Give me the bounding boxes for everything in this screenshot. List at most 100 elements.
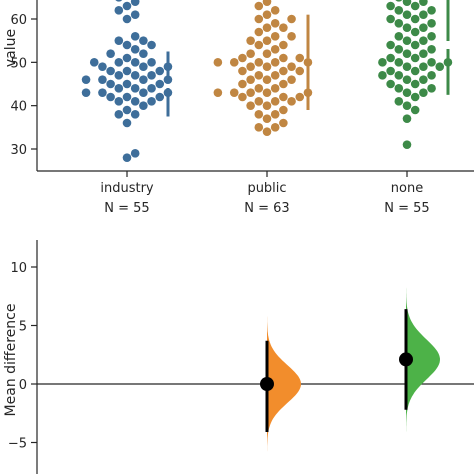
swarm-point <box>122 1 132 11</box>
swarm-point <box>402 0 412 6</box>
mean-diff-point <box>399 352 413 367</box>
swarm-point <box>147 97 156 106</box>
swarm-point <box>122 53 132 63</box>
bottom-y-tick-label: 0 <box>19 378 27 393</box>
swarm-point <box>238 66 247 76</box>
swarm-point <box>130 45 140 54</box>
swarm-point <box>295 92 305 102</box>
swarm-point <box>122 92 132 102</box>
bootstrap-distribution <box>406 283 440 435</box>
swarm-point <box>130 149 140 158</box>
swarm-point <box>139 62 148 71</box>
swarm-point <box>89 58 99 67</box>
swarm-point <box>419 0 428 6</box>
swarm-point <box>427 19 436 28</box>
swarm-point <box>122 66 132 76</box>
swarm-point <box>139 75 148 84</box>
swarm-point <box>270 110 280 119</box>
swarm-point <box>114 6 124 15</box>
swarm-point <box>262 36 272 45</box>
swarm-point <box>130 32 140 41</box>
swarm-point <box>270 32 280 41</box>
swarm-point <box>410 1 420 11</box>
swarm-point <box>122 153 132 162</box>
swarm-point <box>262 10 272 19</box>
swarm-point <box>394 32 404 41</box>
swarm-point <box>427 71 436 80</box>
bottom-y-axis-label: Mean difference <box>3 304 19 417</box>
swarm-point <box>295 66 305 76</box>
category-n-label: N = 63 <box>244 201 289 216</box>
swarm-point <box>394 71 404 80</box>
swarm-point <box>410 40 420 50</box>
swarm-point <box>402 49 412 58</box>
swarm-point <box>419 49 428 58</box>
swarm-point <box>386 79 395 89</box>
swarm-point <box>270 97 280 106</box>
swarm-point <box>287 14 296 24</box>
swarm-point <box>279 105 288 115</box>
swarm-point <box>246 62 255 71</box>
top-y-tick-label: 50 <box>10 56 27 71</box>
swarm-point <box>238 53 247 63</box>
swarm-point <box>246 75 255 84</box>
category-label: none <box>391 181 423 196</box>
swarm-point <box>106 66 115 76</box>
swarm-point <box>122 14 132 24</box>
swarm-point <box>139 36 148 45</box>
swarm-point <box>254 84 264 93</box>
swarm-point <box>130 10 140 19</box>
swarm-point <box>402 140 412 149</box>
swarm-point <box>262 101 272 110</box>
swarm-point <box>419 62 428 71</box>
swarm-point <box>279 40 288 50</box>
swarm-point <box>419 75 428 84</box>
swarm-point <box>279 66 288 76</box>
swarm-point <box>262 62 272 71</box>
swarm-point <box>246 101 255 110</box>
swarm-point <box>213 58 223 67</box>
swarm-point <box>270 19 280 28</box>
swarm-point <box>114 110 124 119</box>
swarm-point <box>419 23 428 32</box>
swarm-point <box>155 92 165 102</box>
swarm-point <box>81 75 91 84</box>
swarm-point <box>394 6 404 15</box>
swarm-point <box>402 75 412 84</box>
swarm-point <box>410 79 420 89</box>
swarm-point <box>394 45 404 54</box>
swarm-point <box>147 84 156 93</box>
top-y-tick-label: 60 <box>10 13 27 28</box>
swarm-point <box>279 53 288 63</box>
swarm-point <box>287 62 296 71</box>
swarm-point <box>262 49 272 58</box>
swarm-point <box>402 10 412 19</box>
swarm-point <box>262 0 272 6</box>
category-label: industry <box>100 181 154 196</box>
category-n-label: N = 55 <box>384 201 429 216</box>
swarm-point <box>427 6 436 15</box>
swarm-point <box>254 58 264 67</box>
category-n-label: N = 55 <box>104 201 149 216</box>
swarm-point <box>270 6 280 15</box>
swarm-point <box>394 19 404 28</box>
top-y-tick-label: 40 <box>10 100 27 115</box>
swarm-point <box>427 84 436 93</box>
swarm-point <box>130 97 140 106</box>
swarm-point <box>114 84 124 93</box>
swarm-point <box>303 58 313 67</box>
swarm-point <box>402 114 412 123</box>
swarm-point <box>427 45 436 54</box>
swarm-point <box>262 23 272 32</box>
swarm-point <box>106 79 115 89</box>
swarm-point <box>402 23 412 32</box>
swarm-point <box>270 123 280 132</box>
top-y-tick-label: 30 <box>10 143 27 158</box>
swarm-point <box>287 75 296 84</box>
swarm-point <box>213 88 223 97</box>
swarm-point <box>106 49 115 58</box>
swarm-point <box>262 114 272 123</box>
swarm-point <box>262 127 272 136</box>
swarm-point <box>410 92 420 102</box>
